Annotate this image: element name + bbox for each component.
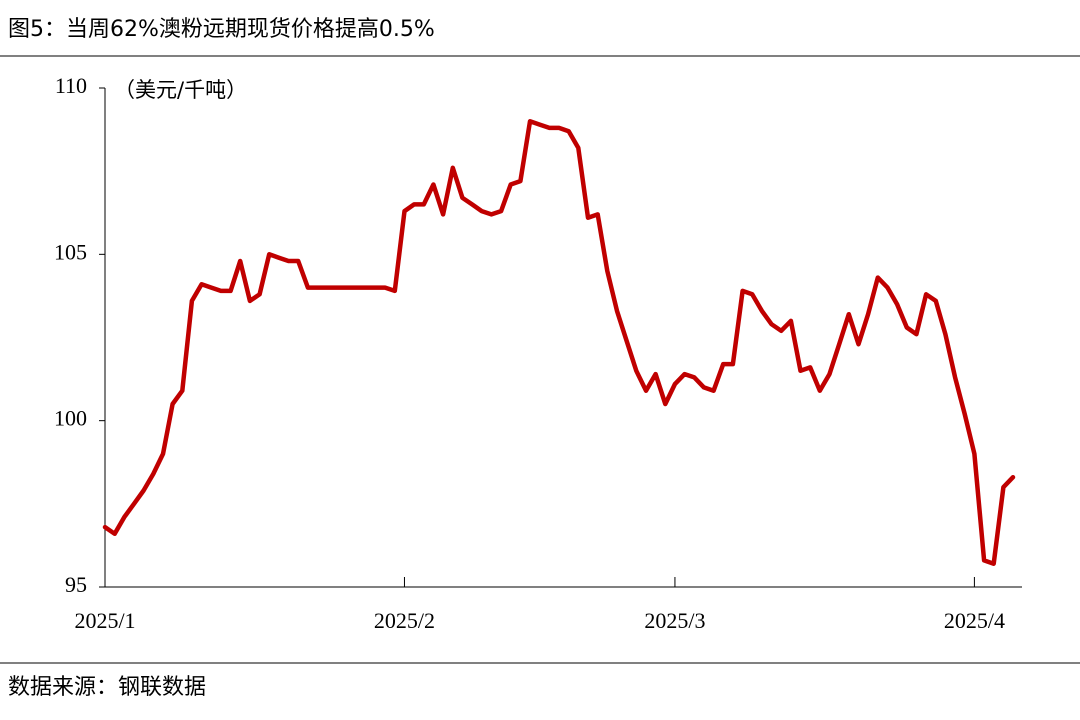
x-tick-label: 2025/4 (944, 608, 1005, 633)
x-tick-label: 2025/1 (74, 608, 135, 633)
price-line (102, 119, 1016, 566)
y-tick-label: 95 (65, 572, 87, 597)
y-axis-unit: （美元/千吨） (114, 78, 247, 102)
x-tick-label: 2025/3 (644, 608, 705, 633)
chart-title: 图5：当周62%澳粉远期现货价格提高0.5% (8, 17, 435, 42)
y-tick-label: 110 (55, 73, 87, 98)
source-note: 数据来源：钢联数据 (8, 675, 206, 700)
y-tick-label: 100 (54, 406, 87, 431)
x-tick-label: 2025/2 (374, 608, 435, 633)
y-tick-label: 105 (54, 239, 87, 264)
